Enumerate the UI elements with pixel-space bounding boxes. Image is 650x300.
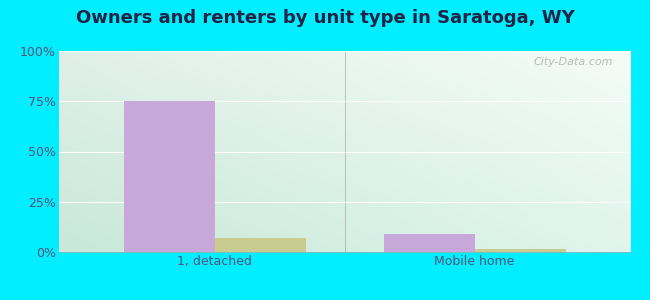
Text: City-Data.com: City-Data.com xyxy=(534,57,614,67)
Bar xyxy=(214,238,306,252)
Bar xyxy=(474,249,566,252)
Bar xyxy=(384,234,474,252)
Bar xyxy=(124,101,214,252)
Text: Owners and renters by unit type in Saratoga, WY: Owners and renters by unit type in Sarat… xyxy=(75,9,575,27)
